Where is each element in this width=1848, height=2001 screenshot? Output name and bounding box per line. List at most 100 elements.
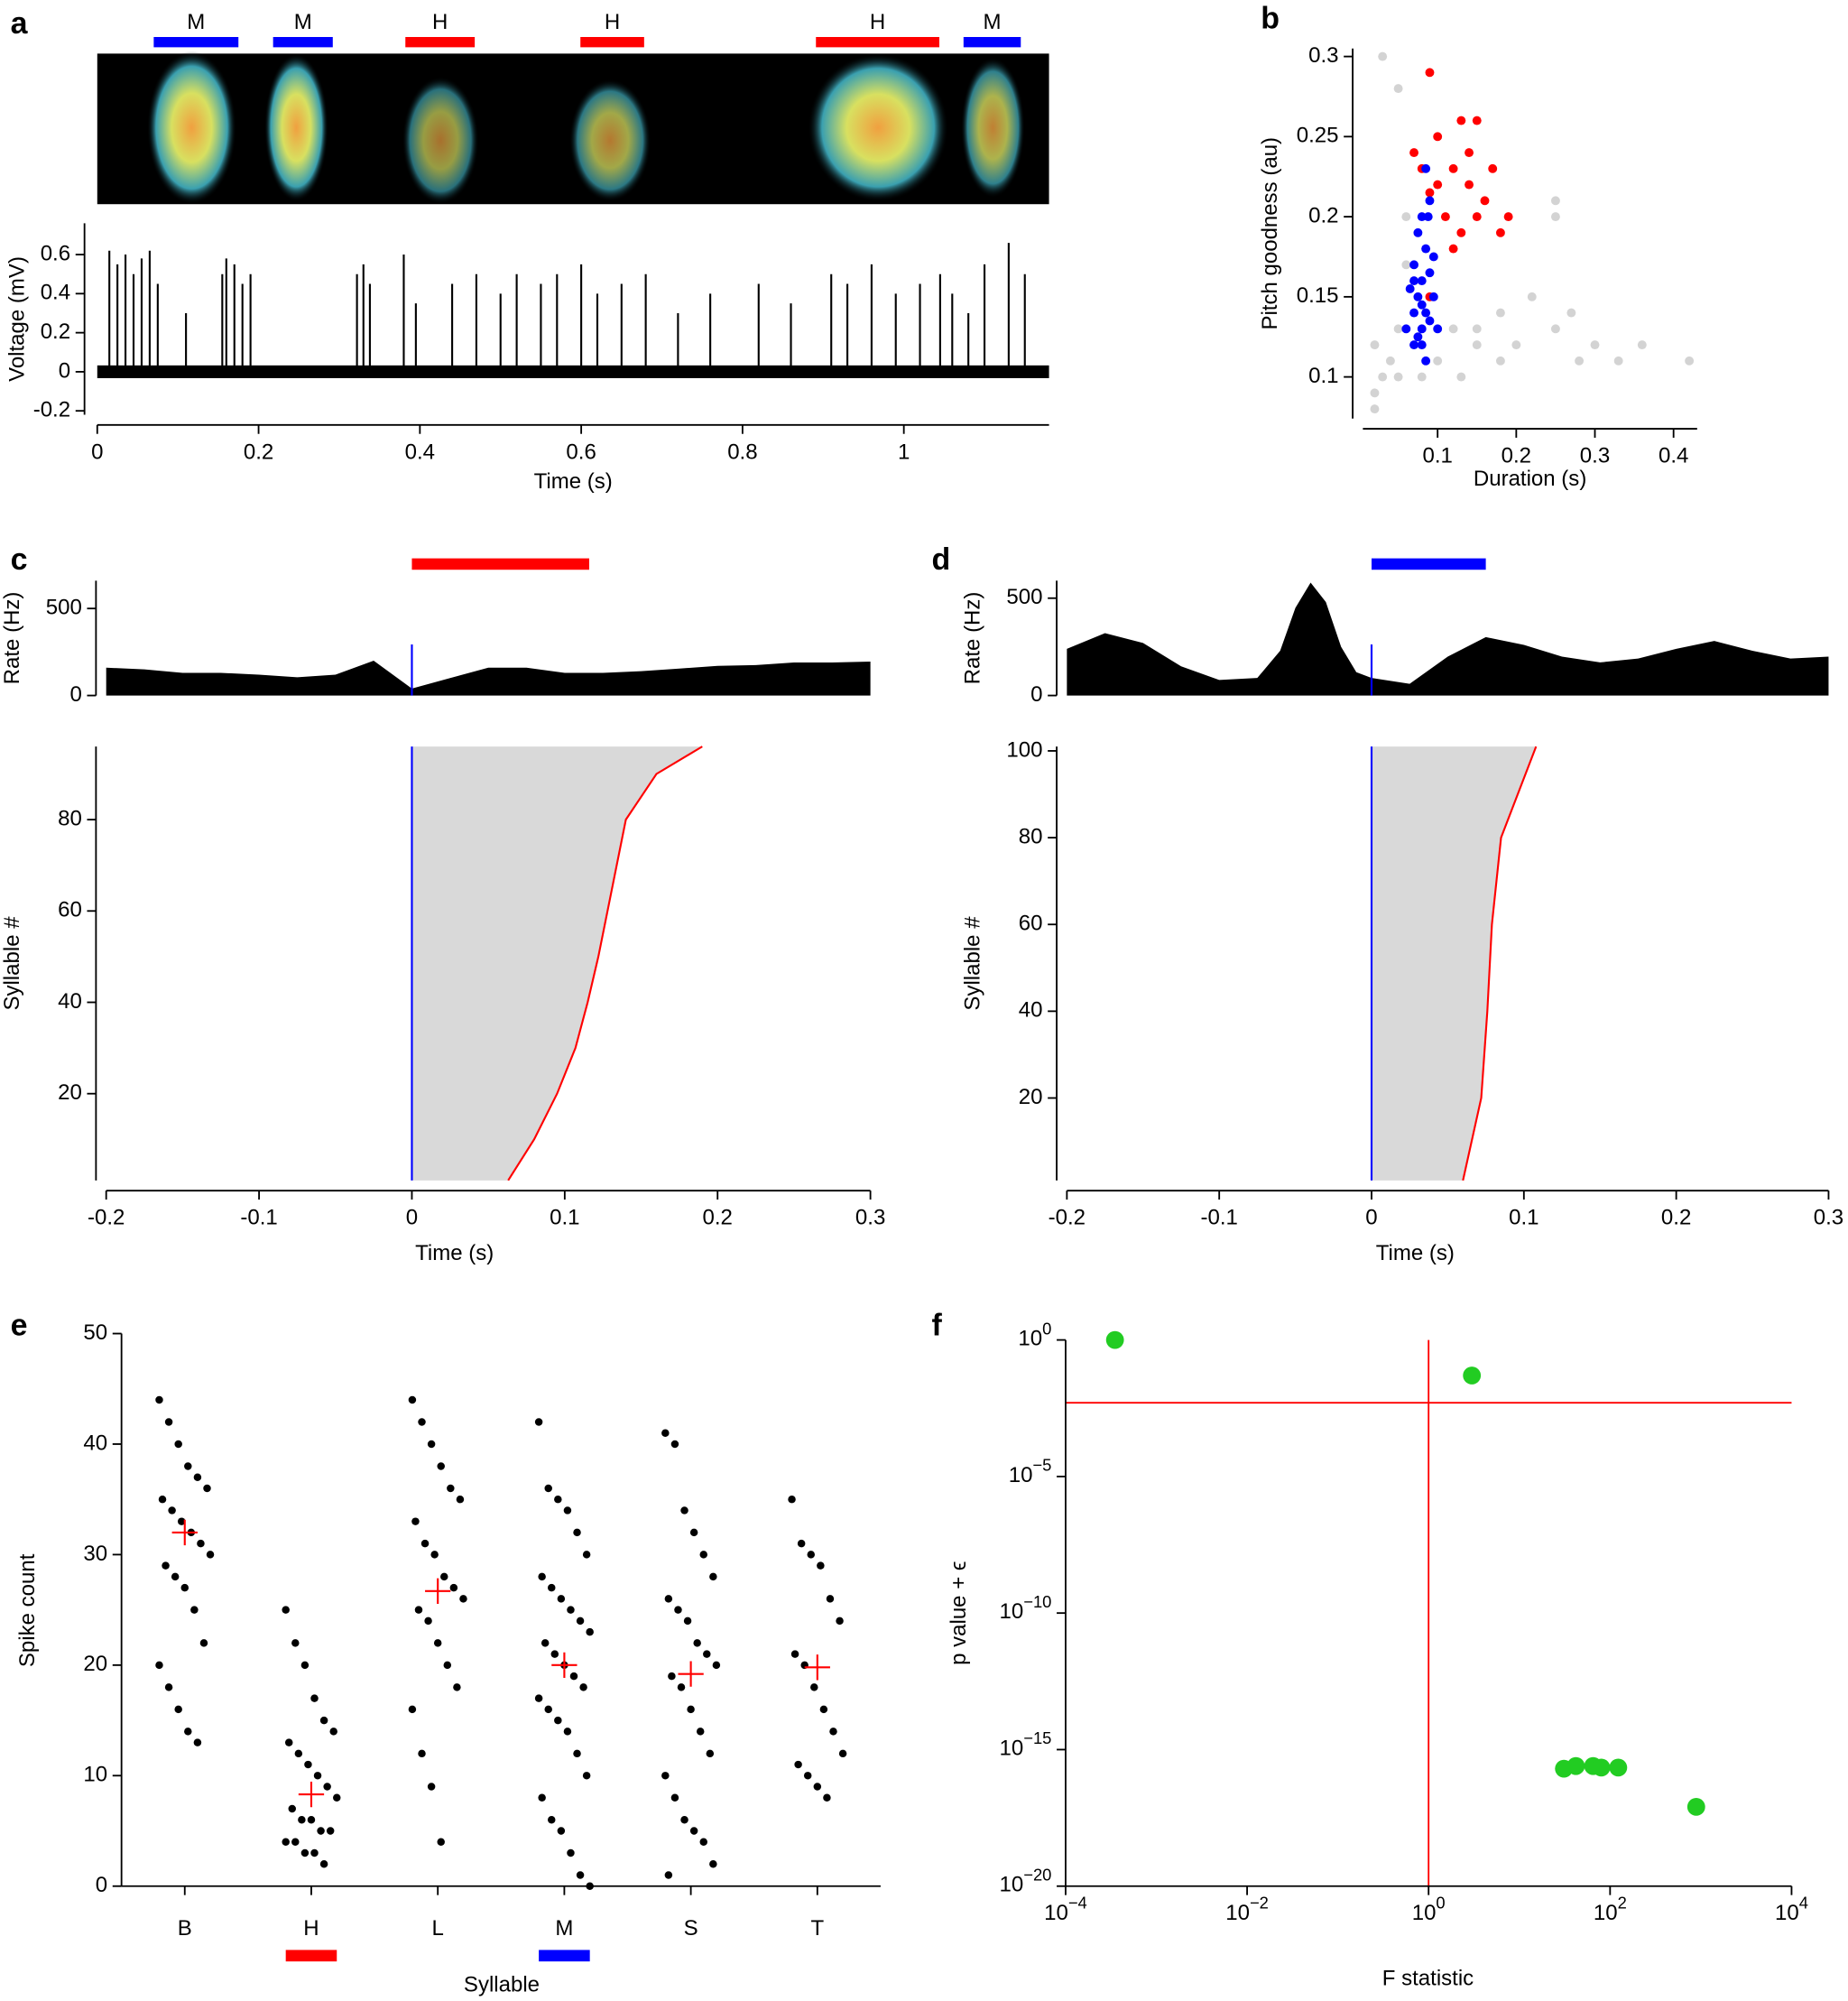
rate-area (106, 661, 871, 696)
point (158, 1495, 167, 1504)
point (1448, 163, 1458, 173)
point (1401, 212, 1411, 222)
point (1637, 340, 1647, 350)
point (712, 1661, 721, 1670)
point (794, 1760, 802, 1769)
point (437, 1462, 445, 1470)
point (1409, 276, 1418, 286)
point (554, 1716, 562, 1725)
y-tick-label: 100 (1018, 1319, 1051, 1351)
point (554, 1495, 562, 1504)
point (1465, 180, 1474, 190)
y-tick-label: 0 (96, 1873, 107, 1897)
mean-cross (425, 1578, 451, 1604)
point (1448, 324, 1458, 334)
point (576, 1871, 585, 1879)
point (459, 1595, 467, 1603)
x-tick-label: 100 (1412, 1893, 1446, 1925)
point (689, 1528, 698, 1537)
y-axis-label: Voltage (mV) (5, 256, 29, 382)
y-axis-label: Syllable # (960, 916, 984, 1011)
y-axis-label: Spike count (15, 1553, 40, 1667)
point (411, 1517, 420, 1525)
point (550, 1650, 559, 1658)
mean-cross (804, 1654, 830, 1681)
point (582, 1772, 591, 1780)
point (819, 1705, 828, 1714)
point (1417, 340, 1427, 350)
point (1409, 260, 1418, 270)
point (709, 1860, 717, 1868)
point (174, 1440, 182, 1449)
noise-band (97, 365, 1049, 378)
point (668, 1672, 676, 1681)
point (693, 1639, 701, 1647)
point (177, 1517, 186, 1525)
point (683, 1617, 692, 1626)
x-tick-label: 0.3 (1580, 444, 1610, 468)
point (184, 1462, 192, 1470)
x-tick-label: S (684, 1916, 698, 1941)
x-tick-label: 0.1 (550, 1206, 579, 1230)
x-tick-label: 0.6 (566, 440, 596, 464)
point (680, 1816, 688, 1824)
point (1425, 196, 1435, 206)
x-tick-label: 1 (898, 440, 910, 464)
point (408, 1395, 417, 1404)
point (1421, 308, 1431, 318)
x-tick-label: 0.2 (703, 1206, 733, 1230)
point (307, 1816, 316, 1824)
category-bar (539, 1950, 590, 1962)
y-tick-label: 10−5 (1009, 1455, 1052, 1487)
point (1385, 356, 1395, 366)
syllable-label: M (187, 10, 205, 34)
x-tick-label: 0.4 (405, 440, 435, 464)
y-tick-label: 0 (1030, 682, 1042, 707)
point (427, 1783, 436, 1791)
point (1417, 372, 1427, 382)
point (1425, 268, 1435, 278)
point (1428, 292, 1438, 301)
point (1425, 188, 1435, 198)
point (790, 1650, 799, 1658)
y-tick-label: 20 (1019, 1085, 1043, 1109)
point (538, 1572, 546, 1581)
point (162, 1561, 170, 1570)
point (310, 1848, 319, 1857)
point (447, 1484, 455, 1493)
syllable-label: M (294, 10, 312, 34)
point (803, 1772, 812, 1780)
point (544, 1484, 552, 1493)
x-axis-label: Time (s) (534, 469, 613, 494)
point (1413, 332, 1423, 342)
y-tick-label: 100 (1006, 737, 1042, 762)
point (823, 1793, 831, 1802)
x-tick-label: T (810, 1916, 824, 1941)
point (1413, 292, 1423, 301)
point (1511, 340, 1521, 350)
panel-label: e (11, 1308, 28, 1342)
x-tick-label: 0.3 (1814, 1206, 1843, 1230)
point (430, 1551, 439, 1559)
point (1425, 316, 1435, 326)
point (1440, 212, 1450, 222)
point (317, 1827, 325, 1835)
mean-cross (678, 1661, 704, 1687)
category-bar (285, 1950, 337, 1962)
point (1417, 212, 1427, 222)
point (193, 1738, 202, 1746)
point (1472, 212, 1482, 222)
y-axis-label: p value + ϵ (947, 1561, 971, 1664)
point (1405, 284, 1415, 293)
point (418, 1418, 426, 1426)
x-axis-label: Syllable (464, 1972, 540, 1996)
point (829, 1728, 837, 1736)
point (1409, 340, 1418, 350)
y-tick-label: 50 (83, 1320, 107, 1345)
point (826, 1595, 835, 1603)
point (418, 1749, 426, 1758)
point (1456, 372, 1466, 382)
point (291, 1639, 300, 1647)
point (1393, 324, 1403, 334)
point (1472, 116, 1482, 125)
